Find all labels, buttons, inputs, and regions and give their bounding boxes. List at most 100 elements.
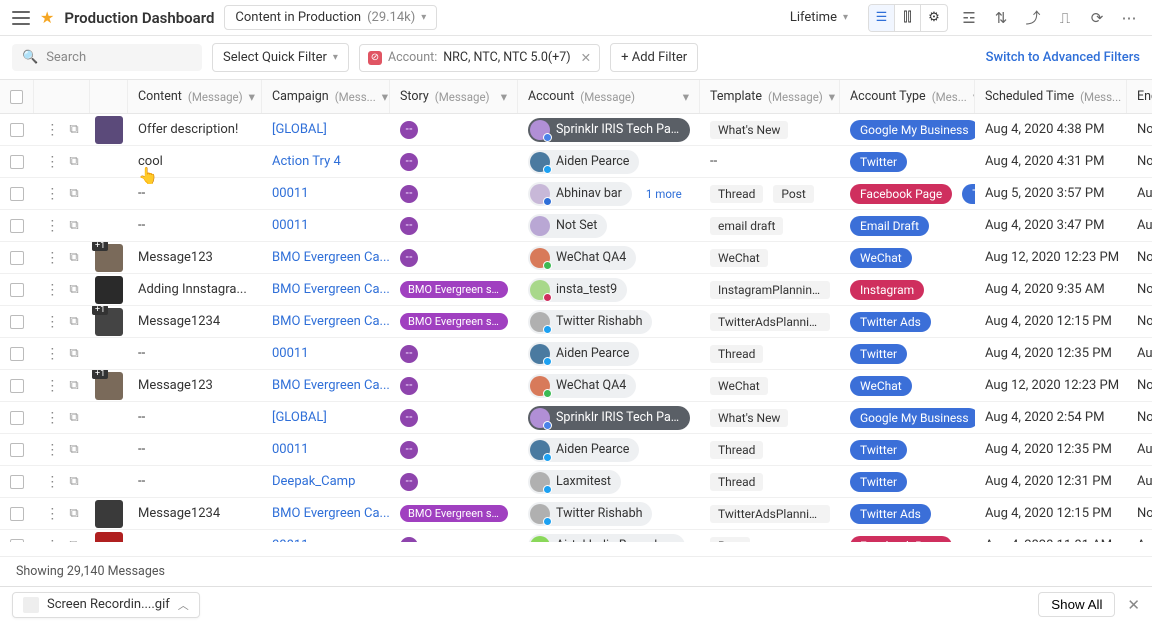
row-campaign[interactable]: BMO Evergreen Ca... bbox=[262, 498, 390, 529]
indent-icon[interactable]: ☲ bbox=[958, 9, 980, 27]
table-row[interactable]: ⋮⧉Adding Innstagra...BMO Evergreen Ca...… bbox=[0, 274, 1152, 306]
row-duplicate-icon[interactable]: ⧉ bbox=[69, 538, 78, 542]
table-row[interactable]: ⋮⧉+1Message1234BMO Evergreen Ca...BMO Ev… bbox=[0, 306, 1152, 338]
row-campaign[interactable]: BMO Evergreen Ca... bbox=[262, 306, 390, 337]
row-campaign[interactable]: BMO Evergreen Ca... bbox=[262, 242, 390, 273]
quick-filter-dropdown[interactable]: Select Quick Filter ▾ bbox=[212, 43, 349, 72]
view-list-button[interactable]: ☰ bbox=[869, 5, 895, 31]
header-account-type[interactable]: Account Type(Mes...▾ bbox=[840, 80, 975, 113]
table-row[interactable]: ⋮⧉coolAction Try 4--Aiden Pearce--Twitte… bbox=[0, 146, 1152, 178]
row-account[interactable]: Sprinklr IRIS Tech Park,... bbox=[518, 402, 700, 433]
header-content[interactable]: Content(Message)▾ bbox=[128, 80, 262, 113]
row-more-icon[interactable]: ⋮ bbox=[45, 474, 59, 490]
refresh-icon[interactable]: ⟳ bbox=[1086, 9, 1108, 27]
scope-dropdown[interactable]: Content in Production (29.14k) ▾ bbox=[224, 5, 437, 30]
row-checkbox[interactable] bbox=[0, 402, 34, 433]
search-input[interactable]: 🔍 Search bbox=[12, 44, 202, 71]
header-story[interactable]: Story(Message)▾ bbox=[390, 80, 518, 113]
row-checkbox[interactable] bbox=[0, 210, 34, 241]
show-all-button[interactable]: Show All bbox=[1038, 592, 1115, 617]
row-checkbox[interactable] bbox=[0, 338, 34, 369]
barcode-icon[interactable]: ⎍ bbox=[1054, 9, 1076, 27]
row-account[interactable]: Laxmitest bbox=[518, 466, 700, 497]
more-icon[interactable]: ⋯ bbox=[1118, 9, 1140, 27]
row-account[interactable]: WeChat QA4 bbox=[518, 370, 700, 401]
row-campaign[interactable]: [GLOBAL] bbox=[262, 114, 390, 145]
header-scheduled-time[interactable]: Scheduled Time(Mess...▾ bbox=[975, 80, 1127, 113]
table-row[interactable]: ⋮⧉--00011--Abhinav bar1 moreThreadPostFa… bbox=[0, 178, 1152, 210]
row-checkbox[interactable] bbox=[0, 178, 34, 209]
row-duplicate-icon[interactable]: ⧉ bbox=[69, 442, 78, 457]
row-more-icon[interactable]: ⋮ bbox=[45, 250, 59, 266]
row-checkbox[interactable] bbox=[0, 498, 34, 529]
header-end-date[interactable]: End Date(C bbox=[1127, 80, 1152, 113]
row-account[interactable]: Aiden Pearce bbox=[518, 434, 700, 465]
table-row[interactable]: ⋮⧉--[GLOBAL]--Sprinklr IRIS Tech Park,..… bbox=[0, 402, 1152, 434]
row-account[interactable]: Airtel India Bangalore bbox=[518, 530, 700, 542]
download-chip[interactable]: Screen Recordin....gif ︿ bbox=[12, 592, 200, 618]
table-row[interactable]: ⋮⧉+1Message123BMO Evergreen Ca...--WeCha… bbox=[0, 242, 1152, 274]
row-campaign[interactable]: 00011 bbox=[262, 434, 390, 465]
row-campaign[interactable]: [GLOBAL] bbox=[262, 402, 390, 433]
timerange-dropdown[interactable]: Lifetime ▾ bbox=[780, 6, 858, 29]
row-checkbox[interactable] bbox=[0, 274, 34, 305]
row-duplicate-icon[interactable]: ⧉ bbox=[69, 250, 78, 265]
row-more-icon[interactable]: ⋮ bbox=[45, 378, 59, 394]
table-row[interactable]: ⋮⧉--00011--Airtel India BangalorePostFac… bbox=[0, 530, 1152, 542]
row-account[interactable]: insta_test9 bbox=[518, 274, 700, 305]
download-close-icon[interactable]: ✕ bbox=[1127, 596, 1140, 614]
advanced-filters-link[interactable]: Switch to Advanced Filters bbox=[986, 50, 1140, 65]
row-duplicate-icon[interactable]: ⧉ bbox=[69, 410, 78, 425]
row-account[interactable]: Twitter Rishabh bbox=[518, 306, 700, 337]
add-filter-button[interactable]: + Add Filter bbox=[610, 43, 698, 72]
row-duplicate-icon[interactable]: ⧉ bbox=[69, 282, 78, 297]
row-account[interactable]: Not Set bbox=[518, 210, 700, 241]
header-checkbox[interactable] bbox=[0, 80, 34, 113]
row-account[interactable]: Aiden Pearce bbox=[518, 146, 700, 177]
row-campaign[interactable]: 00011 bbox=[262, 178, 390, 209]
table-row[interactable]: ⋮⧉+1Message123BMO Evergreen Ca...--WeCha… bbox=[0, 370, 1152, 402]
row-checkbox[interactable] bbox=[0, 114, 34, 145]
row-duplicate-icon[interactable]: ⧉ bbox=[69, 314, 78, 329]
row-checkbox[interactable] bbox=[0, 146, 34, 177]
row-more-icon[interactable]: ⋮ bbox=[45, 154, 59, 170]
filter-chip-close-icon[interactable]: ✕ bbox=[581, 50, 591, 66]
row-duplicate-icon[interactable]: ⧉ bbox=[69, 186, 78, 201]
row-account[interactable]: Aiden Pearce bbox=[518, 338, 700, 369]
row-campaign[interactable]: BMO Evergreen Ca... bbox=[262, 274, 390, 305]
row-more-icon[interactable]: ⋮ bbox=[45, 506, 59, 522]
row-more-icon[interactable]: ⋮ bbox=[45, 410, 59, 426]
row-duplicate-icon[interactable]: ⧉ bbox=[69, 218, 78, 233]
row-account[interactable]: Twitter Rishabh bbox=[518, 498, 700, 529]
row-duplicate-icon[interactable]: ⧉ bbox=[69, 378, 78, 393]
row-checkbox[interactable] bbox=[0, 530, 34, 542]
upload-icon[interactable]: ⤴ bbox=[1022, 7, 1044, 28]
chevron-up-icon[interactable]: ︿ bbox=[178, 597, 189, 613]
header-campaign[interactable]: Campaign(Mess...▾ bbox=[262, 80, 390, 113]
row-duplicate-icon[interactable]: ⧉ bbox=[69, 474, 78, 489]
table-row[interactable]: ⋮⧉--00011--Aiden PearceThreadTwitterAug … bbox=[0, 338, 1152, 370]
row-duplicate-icon[interactable]: ⧉ bbox=[69, 506, 78, 521]
row-more-icon[interactable]: ⋮ bbox=[45, 122, 59, 138]
row-more-icon[interactable]: ⋮ bbox=[45, 346, 59, 362]
row-more-icon[interactable]: ⋮ bbox=[45, 442, 59, 458]
header-account[interactable]: Account(Message)▾ bbox=[518, 80, 700, 113]
table-row[interactable]: ⋮⧉--00011--Aiden PearceThreadTwitterAug … bbox=[0, 434, 1152, 466]
row-duplicate-icon[interactable]: ⧉ bbox=[69, 122, 78, 137]
row-duplicate-icon[interactable]: ⧉ bbox=[69, 154, 78, 169]
row-more-icon[interactable]: ⋮ bbox=[45, 538, 59, 543]
row-more-icon[interactable]: ⋮ bbox=[45, 282, 59, 298]
row-checkbox[interactable] bbox=[0, 242, 34, 273]
row-campaign[interactable]: 00011 bbox=[262, 530, 390, 542]
table-row[interactable]: ⋮⧉Offer description![GLOBAL]--Sprinklr I… bbox=[0, 114, 1152, 146]
row-account[interactable]: Abhinav bar1 more bbox=[518, 178, 700, 209]
row-more-icon[interactable]: ⋮ bbox=[45, 186, 59, 202]
sort-icon[interactable]: ⇅ bbox=[990, 9, 1012, 27]
table-row[interactable]: ⋮⧉Message1234BMO Evergreen Ca...BMO Ever… bbox=[0, 498, 1152, 530]
row-checkbox[interactable] bbox=[0, 434, 34, 465]
table-row[interactable]: ⋮⧉--Deepak_Camp--LaxmitestThreadTwitterA… bbox=[0, 466, 1152, 498]
star-icon[interactable]: ★ bbox=[40, 8, 54, 27]
table-row[interactable]: ⋮⧉--00011--Not Setemail draftEmail Draft… bbox=[0, 210, 1152, 242]
view-settings-button[interactable]: ⚙ bbox=[921, 5, 947, 31]
row-account[interactable]: WeChat QA4 bbox=[518, 242, 700, 273]
